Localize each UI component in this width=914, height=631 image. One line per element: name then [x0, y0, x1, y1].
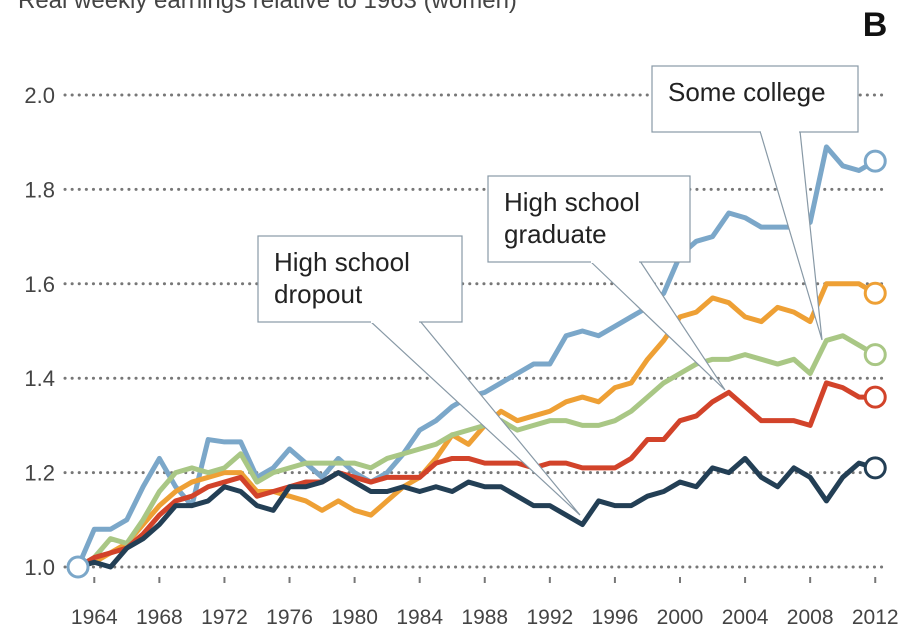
x-tick-label: 2008 — [787, 606, 834, 629]
x-tick-label: 1992 — [526, 606, 573, 629]
chart-title: Real weekly earnings relative to 1963 (w… — [18, 0, 517, 14]
series-line — [77, 281, 877, 570]
y-tick-label: 2.0 — [24, 83, 55, 108]
x-tick-label: 1968 — [136, 606, 183, 629]
y-tick-label: 1.4 — [24, 366, 55, 391]
x-tick-label: 1972 — [201, 606, 248, 629]
end-marker — [863, 149, 887, 173]
annotation-text: dropout — [274, 279, 363, 309]
series-line — [77, 455, 876, 570]
y-tick-label: 1.8 — [24, 177, 55, 202]
end-marker — [863, 281, 887, 305]
annotation-box — [257, 235, 463, 323]
annotation-text: Some college — [668, 77, 826, 107]
y-tick-label: 1.0 — [24, 555, 55, 580]
annotation-text: High school — [504, 187, 640, 217]
annotation-tail — [759, 130, 823, 341]
annotation-text: High school — [274, 247, 410, 277]
x-tick-label: 2000 — [657, 606, 704, 629]
start-marker — [66, 555, 90, 579]
x-tick-label: 1984 — [396, 606, 443, 629]
end-marker — [863, 343, 887, 367]
series-line — [76, 333, 877, 570]
x-tick-label: 1964 — [71, 606, 118, 629]
annotation-tail — [588, 260, 726, 391]
panel-label: B — [863, 6, 888, 44]
x-tick-label: 2004 — [722, 606, 769, 629]
end-marker — [863, 385, 887, 409]
annotation-box — [487, 175, 691, 263]
series-line — [76, 380, 876, 570]
x-tick-label: 2012 — [852, 606, 899, 629]
x-tick-label: 1988 — [461, 606, 508, 629]
x-tick-label: 1976 — [266, 606, 313, 629]
y-tick-label: 1.6 — [24, 272, 55, 297]
y-tick-label: 1.2 — [24, 461, 55, 486]
annotation-text: graduate — [504, 219, 607, 249]
x-tick-label: 1996 — [592, 606, 639, 629]
annotation-box — [651, 65, 859, 133]
end-marker — [863, 456, 887, 480]
x-tick-label: 1980 — [331, 606, 378, 629]
annotation: Some college — [651, 65, 859, 341]
